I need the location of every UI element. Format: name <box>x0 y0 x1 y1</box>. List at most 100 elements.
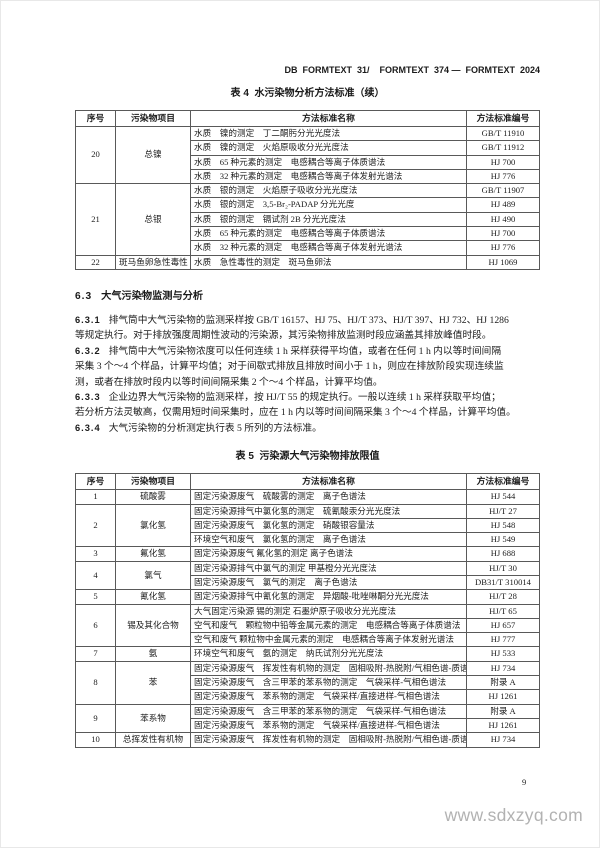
cell-method-code: HJ 734 <box>466 732 540 748</box>
clause-number: 6.3.2 <box>75 345 101 356</box>
table5-title: 表 5 污染源大气污染物排放限值 <box>235 451 380 463</box>
cell-item: 斑马鱼卵急性毒性 <box>115 254 191 270</box>
table4-header-no: 序号 <box>75 110 116 127</box>
cell-no: 2 <box>75 503 116 548</box>
cell-method-name: 固定污染源废气 氟化氢的测定 离子色谱法 <box>190 546 467 562</box>
cell-item: 苯系物 <box>115 703 191 734</box>
cell-method-code: 附录 A <box>466 675 540 691</box>
cell-method-name: 环境空气和废气 氨的测定 纳氏试剂分光光度法 <box>190 646 467 662</box>
cell-method-name: 固定污染源排气中氯气的测定 甲基橙分光光度法 <box>190 560 467 577</box>
cell-method-name: 空气和废气 颗粒物中金属元素的测定 电感耦合等离子体发射光谱法 <box>190 632 467 648</box>
cell-method-name: 水质 65 种元素的测定 电感耦合等离子体质谱法 <box>190 154 467 170</box>
cell-method-name: 水质 银的测定 镉试剂 2B 分光光度法 <box>190 211 467 228</box>
table-row: 10 总挥发性有机物 固定污染源废气 挥发性有机物的测定 固相吸附-热脱附/气相… <box>75 732 540 748</box>
table-row: 固定污染源废气 苯系物的测定 气袋采样/直接进样-气相色谱法 HJ 1261 <box>76 717 540 734</box>
cell-method-code: HJ 700 <box>466 154 540 170</box>
cell-method-name: 空气和废气 颗粒物中铅等金属元素的测定 电感耦合等离子体质谱法 <box>190 617 467 634</box>
cell-method-name: 固定污染源废气 挥发性有机物的测定 固相吸附-热脱附/气相色谱-质谱法 <box>190 660 467 677</box>
clause-line: 6.3.3 企业边界大气污染物的监测采样，按 HJ/T 55 的规定执行。一般以连… <box>75 390 540 405</box>
section-number: 6.3 <box>75 290 93 302</box>
clause-line: 6.3.2 排气筒中大气污染物浓度可以任何连续 1 h 采样获得平均值，或者在任何… <box>75 344 540 359</box>
cell-no: 1 <box>75 489 116 505</box>
table-row: 水质 65 种元素的测定 电感耦合等离子体质谱法 HJ 700 <box>76 154 540 170</box>
cell-method-name: 固定污染源废气 苯系物的测定 气袋采样/直接进样-气相色谱法 <box>190 689 467 705</box>
table4-header-code: 方法标准编号 <box>466 110 540 127</box>
cell-no: 3 <box>75 546 116 562</box>
cell-method-name: 水质 32 种元素的测定 电感耦合等离子体发射光谱法 <box>190 240 467 256</box>
table-row: 固定污染源废气 苯系物的测定 气袋采样/直接进样-气相色谱法 HJ 1261 <box>76 689 540 705</box>
clause-line: 测，或者在排放时段内以等时间间隔采集 2 个～4 个样品，计算平均值。 <box>75 376 383 388</box>
standard-document-code: DB FORMTEXT 31/ FORMTEXT 374 — FORMTEXT … <box>284 65 540 75</box>
cell-item: 总银 <box>115 183 191 256</box>
cell-method-name: 水质 镍的测定 丁二酮肟分光光度法 <box>190 125 467 142</box>
cell-method-name: 固定污染源废气 含三甲苯的苯系物的测定 气袋采样-气相色谱法 <box>190 703 467 719</box>
page-number: 9 <box>522 777 527 787</box>
clause-line: 采集 3 个～4 个样品，计算平均值；对于间歇式排放且排放时间小于 1 h，则应… <box>75 361 504 373</box>
cell-item: 总镍 <box>115 125 191 185</box>
table-row: 水质 32 种元素的测定 电感耦合等离子体发射光谱法 HJ 776 <box>76 240 540 256</box>
cell-method-code: HJ 700 <box>466 226 540 242</box>
table-row: 2 氯化氢 固定污染源排气中氯化氢的测定 硫氰酸汞分光光度法 HJ/T 27 <box>75 503 540 548</box>
cell-method-code: HJ 490 <box>466 211 540 228</box>
table-row: 7 氨 环境空气和废气 氨的测定 纳氏试剂分光光度法 HJ 533 <box>75 646 540 662</box>
cell-item: 氯化氢 <box>115 503 191 548</box>
cell-method-name: 水质 银的测定 3,5-Br₂-PADAP 分光光度 <box>190 197 467 213</box>
cell-method-name: 水质 银的测定 火焰原子吸收分光光度法 <box>190 183 467 199</box>
cell-method-name: 固定污染源废气 含三甲苯的苯系物的测定 气袋采样-气相色谱法 <box>190 675 467 691</box>
cell-method-code: HJ 777 <box>466 632 540 648</box>
cell-method-name: 水质 65 种元素的测定 电感耦合等离子体质谱法 <box>190 226 467 242</box>
cell-method-code: HJ/T 27 <box>466 503 540 519</box>
cell-no: 4 <box>75 560 116 591</box>
watermark-text: www.sdxzyq.com <box>444 805 583 825</box>
cell-method-name: 水质 急性毒性的测定 斑马鱼卵法 <box>190 254 467 270</box>
cell-method-code: HJ 776 <box>466 168 540 185</box>
cell-item: 苯 <box>115 660 191 705</box>
cell-method-code: GB/T 11912 <box>466 140 540 156</box>
clause-number: 6.3.1 <box>75 314 101 325</box>
table-row: 21 总银 水质 银的测定 火焰原子吸收分光光度法 GB/T 11907 <box>75 183 540 256</box>
cell-method-name: 固定污染源废气 氯化氢的测定 硝酸银容量法 <box>190 517 467 534</box>
cell-method-code: HJ 548 <box>466 517 540 534</box>
table-row: 水质 65 种元素的测定 电感耦合等离子体质谱法 HJ 700 <box>76 226 540 242</box>
table-row: 水质 32 种元素的测定 电感耦合等离子体发射光谱法 HJ 776 <box>76 168 540 185</box>
cell-method-code: HJ 734 <box>466 660 540 677</box>
clause-number: 6.3.3 <box>75 392 101 402</box>
table-row: 固定污染源废气 氯气的测定 离子色谱法 DB31/T 310014 <box>76 574 540 591</box>
table-row: 5 氰化氢 固定污染源排气中氰化氢的测定 异烟酸-吡唑啉酮分光光度法 HJ/T … <box>75 589 540 605</box>
table-row: 环境空气和废气 氯化氢的测定 离子色谱法 HJ 549 <box>76 532 540 548</box>
clause-text: 大气污染物的分析测定执行表 5 所列的方法标准。 <box>108 422 322 434</box>
clause-line: 若分析方法灵敏高，仅需用短时间采集时，应在 1 h 内以等时间间隔采集 3 个～… <box>75 407 516 419</box>
table-row: 6 锡及其化合物 大气固定污染源 锡的测定 石墨炉原子吸收分光光度法 HJ/T … <box>75 603 540 648</box>
cell-method-code: HJ 533 <box>466 646 540 662</box>
cell-method-code: HJ/T 28 <box>466 589 540 605</box>
cell-method-name: 水质 镍的测定 火焰原吸收分光光度法 <box>190 140 467 156</box>
section-heading: 6.3 大气污染物监测与分析 <box>75 290 540 304</box>
cell-item: 氰化氢 <box>115 589 191 605</box>
cell-method-code: HJ 544 <box>466 489 540 505</box>
cell-method-name: 环境空气和废气 氯化氢的测定 离子色谱法 <box>190 532 467 548</box>
clause-line: 等规定执行。对于排放强度周期性波动的污染源，其污染物排放监测时段应涵盖其排放峰值… <box>75 330 492 342</box>
table-row: 9 苯系物 固定污染源废气 含三甲苯的苯系物的测定 气袋采样-气相色谱法 附录 … <box>75 703 540 734</box>
table5-header-item: 污染物项目 <box>115 473 191 491</box>
table-row: 水质 镍的测定 火焰原吸收分光光度法 GB/T 11912 <box>76 140 540 156</box>
cell-item: 氟化氢 <box>115 546 191 562</box>
cell-method-code: DB31/T 310014 <box>466 574 540 591</box>
cell-item: 锡及其化合物 <box>115 603 191 648</box>
cell-no: 21 <box>75 183 116 256</box>
cell-method-code: HJ 776 <box>466 240 540 256</box>
clause-line: 6.3.4 大气污染物的分析测定执行表 5 所列的方法标准。 <box>75 421 540 436</box>
table5-header-name: 方法标准名称 <box>190 473 467 491</box>
cell-method-code: GB/T 11907 <box>466 183 540 199</box>
table-row: 空气和废气 颗粒物中金属元素的测定 电感耦合等离子体发射光谱法 HJ 777 <box>76 632 540 648</box>
cell-item: 硫酸雾 <box>115 489 191 505</box>
cell-method-name: 固定污染源废气 硫酸雾的测定 离子色谱法 <box>190 489 467 505</box>
clause-text: 排气筒中大气污染物的监测采样按 GB/T 16157、HJ 75、HJ/T 37… <box>108 314 509 326</box>
cell-method-name: 固定污染源排气中氯化氢的测定 硫氰酸汞分光光度法 <box>190 503 467 519</box>
cell-no: 6 <box>75 603 116 648</box>
cell-method-code: HJ/T 65 <box>466 603 540 619</box>
cell-method-code: HJ 1261 <box>466 717 540 734</box>
cell-method-name: 固定污染源废气 挥发性有机物的测定 固相吸附-热脱附/气相色谱-质谱法 <box>190 732 467 748</box>
cell-method-name: 固定污染源废气 氯气的测定 离子色谱法 <box>190 574 467 591</box>
cell-no: 5 <box>75 589 116 605</box>
